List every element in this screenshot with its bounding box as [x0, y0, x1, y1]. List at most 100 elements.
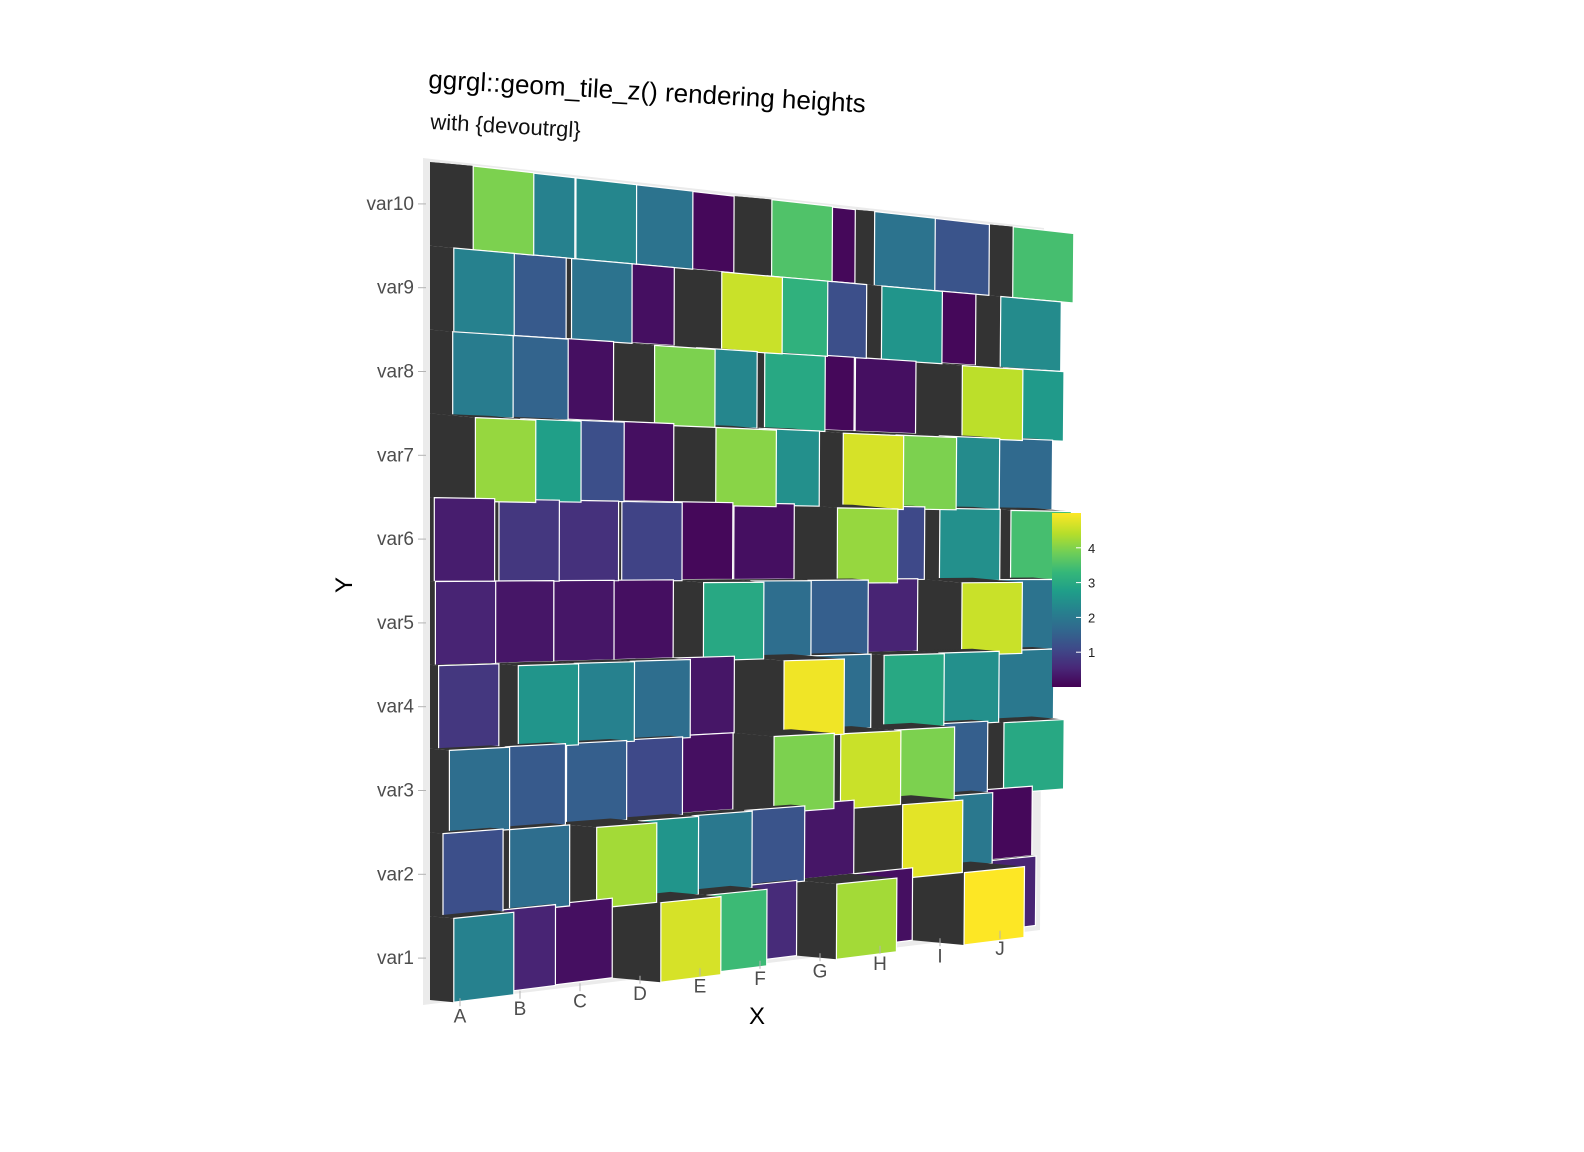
y-tick-label: var1 — [377, 948, 414, 969]
tile-face — [433, 496, 496, 583]
tile-H-var8 — [852, 356, 917, 435]
tile-face — [452, 331, 514, 419]
tile-side — [851, 722, 955, 731]
tile-side — [912, 577, 1023, 583]
x-axis: A B C D E F G H I J — [454, 930, 1005, 1027]
tile-face — [508, 824, 571, 913]
color-legend: 1 2 3 4 — [1052, 513, 1095, 687]
tile-face — [715, 426, 778, 508]
tile-face — [472, 165, 535, 256]
tile-face — [839, 730, 902, 810]
x-axis-title: X — [749, 1003, 765, 1030]
x-tick-label: D — [633, 984, 647, 1005]
x-tick-label: H — [873, 954, 887, 975]
tile-face — [963, 865, 1026, 946]
tile-face — [893, 726, 956, 805]
tile-side — [430, 748, 450, 835]
tile-side — [490, 661, 579, 666]
y-axis-title: Y — [331, 577, 358, 593]
tile-B-var6 — [490, 498, 561, 583]
tile-F-var10 — [732, 196, 834, 283]
tile-face — [653, 344, 716, 429]
tile-E-var7 — [671, 423, 778, 508]
tile-C-var6 — [550, 499, 620, 582]
tile-side — [430, 664, 439, 750]
tile-face — [836, 507, 899, 584]
tile-E-var9 — [671, 267, 784, 355]
chart-title: ggrgl::geom_tile_z() rendering heights — [428, 64, 867, 118]
legend-tick-label: 1 — [1088, 645, 1095, 660]
tile-side — [730, 732, 775, 814]
tile-I-var6 — [912, 505, 1001, 582]
tile-face — [629, 658, 692, 742]
y-tick-label: var2 — [377, 864, 414, 885]
tile-face — [873, 210, 936, 292]
tile-D-var6 — [610, 500, 683, 582]
tile-side — [730, 655, 785, 738]
tile-face — [498, 498, 561, 583]
tile-I-var5 — [911, 577, 1024, 656]
y-tick-label: var4 — [377, 697, 414, 718]
tile-face — [999, 295, 1062, 373]
x-tick-label: E — [694, 976, 707, 997]
tile-side — [610, 813, 699, 822]
tile-face — [937, 650, 1000, 727]
tile-face — [595, 822, 658, 910]
tile-face — [702, 581, 765, 662]
x-tick-label: F — [754, 969, 766, 990]
tile-side — [730, 729, 835, 737]
tile-face — [553, 579, 615, 663]
tile-side — [671, 579, 764, 583]
tile-C-var5 — [550, 579, 615, 663]
tile-side — [732, 196, 772, 277]
tile-side — [853, 209, 875, 286]
tile-face — [691, 810, 753, 895]
tile-A-var7 — [430, 413, 537, 504]
tile-H-var2 — [850, 795, 964, 880]
tile-side — [850, 799, 903, 879]
tile-face — [557, 499, 620, 582]
tile-A-var3 — [430, 745, 511, 835]
tile-A-var4 — [430, 663, 500, 751]
tile-side — [791, 503, 838, 584]
y-tick-label: var7 — [377, 445, 414, 466]
tile-side — [911, 578, 963, 656]
tile-face — [434, 580, 497, 666]
tile-face — [854, 356, 917, 435]
x-tick-label: J — [995, 939, 1005, 960]
tile-face — [573, 661, 636, 746]
tiles-layer — [430, 162, 1075, 1003]
tile-side — [671, 267, 722, 350]
tile-face — [442, 828, 504, 919]
tile-F-var6 — [731, 502, 795, 581]
tile-face — [773, 732, 835, 814]
x-tick-label: C — [573, 991, 587, 1012]
legend-tick-label: 4 — [1088, 541, 1095, 556]
tile-side — [610, 657, 691, 662]
tile-A-var2 — [430, 827, 504, 919]
tile-face — [938, 507, 1001, 582]
tile-side — [671, 423, 716, 506]
x-tick-label: A — [454, 1006, 467, 1027]
tile-face — [806, 579, 869, 657]
tile-A-var5 — [430, 580, 497, 666]
tile-face — [990, 437, 1054, 511]
tile-face — [720, 271, 784, 355]
x-tick-label: I — [937, 946, 942, 967]
tile-A-var10 — [430, 162, 535, 256]
tile-face — [453, 247, 515, 337]
tile-face — [927, 217, 991, 297]
tile-face — [570, 257, 633, 344]
tile-face — [783, 658, 846, 739]
tile-side — [671, 579, 704, 661]
tile-side — [430, 910, 514, 919]
tile-face — [448, 746, 511, 835]
legend-tick-label: 2 — [1088, 610, 1095, 625]
tile-F-var3 — [730, 729, 835, 814]
tile-face — [770, 198, 834, 283]
tile-face — [835, 877, 898, 960]
x-tick-label: G — [813, 961, 828, 982]
tile-side — [790, 873, 897, 885]
tile-side — [730, 804, 805, 811]
